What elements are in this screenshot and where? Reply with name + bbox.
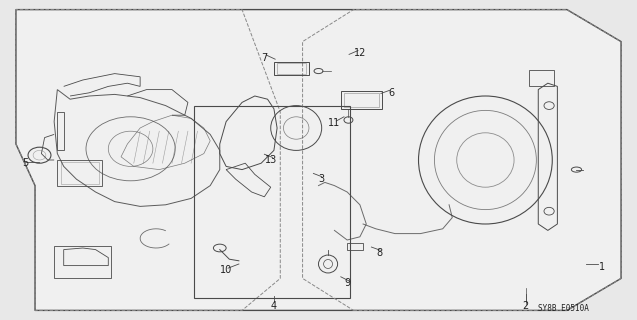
Bar	[194, 106, 350, 298]
Text: 2: 2	[522, 300, 529, 311]
Bar	[274, 62, 309, 75]
Bar	[341, 91, 382, 109]
Text: 9: 9	[344, 278, 350, 288]
Bar	[277, 63, 306, 74]
Text: 12: 12	[354, 48, 366, 58]
Text: 8: 8	[376, 248, 382, 258]
Bar	[344, 93, 379, 107]
Text: SY8B E0510A: SY8B E0510A	[538, 304, 589, 313]
Text: 3: 3	[318, 174, 325, 184]
Bar	[57, 160, 102, 186]
Text: 6: 6	[389, 88, 395, 98]
Text: 10: 10	[220, 265, 233, 276]
Bar	[347, 243, 363, 250]
Text: 1: 1	[599, 262, 605, 272]
Bar	[529, 70, 554, 86]
Text: 11: 11	[328, 118, 341, 128]
Text: 4: 4	[271, 300, 277, 311]
Bar	[54, 246, 111, 278]
Text: 7: 7	[261, 52, 268, 63]
Text: 13: 13	[264, 155, 277, 165]
Bar	[61, 162, 99, 184]
Polygon shape	[16, 10, 621, 310]
Text: 5: 5	[22, 158, 29, 168]
